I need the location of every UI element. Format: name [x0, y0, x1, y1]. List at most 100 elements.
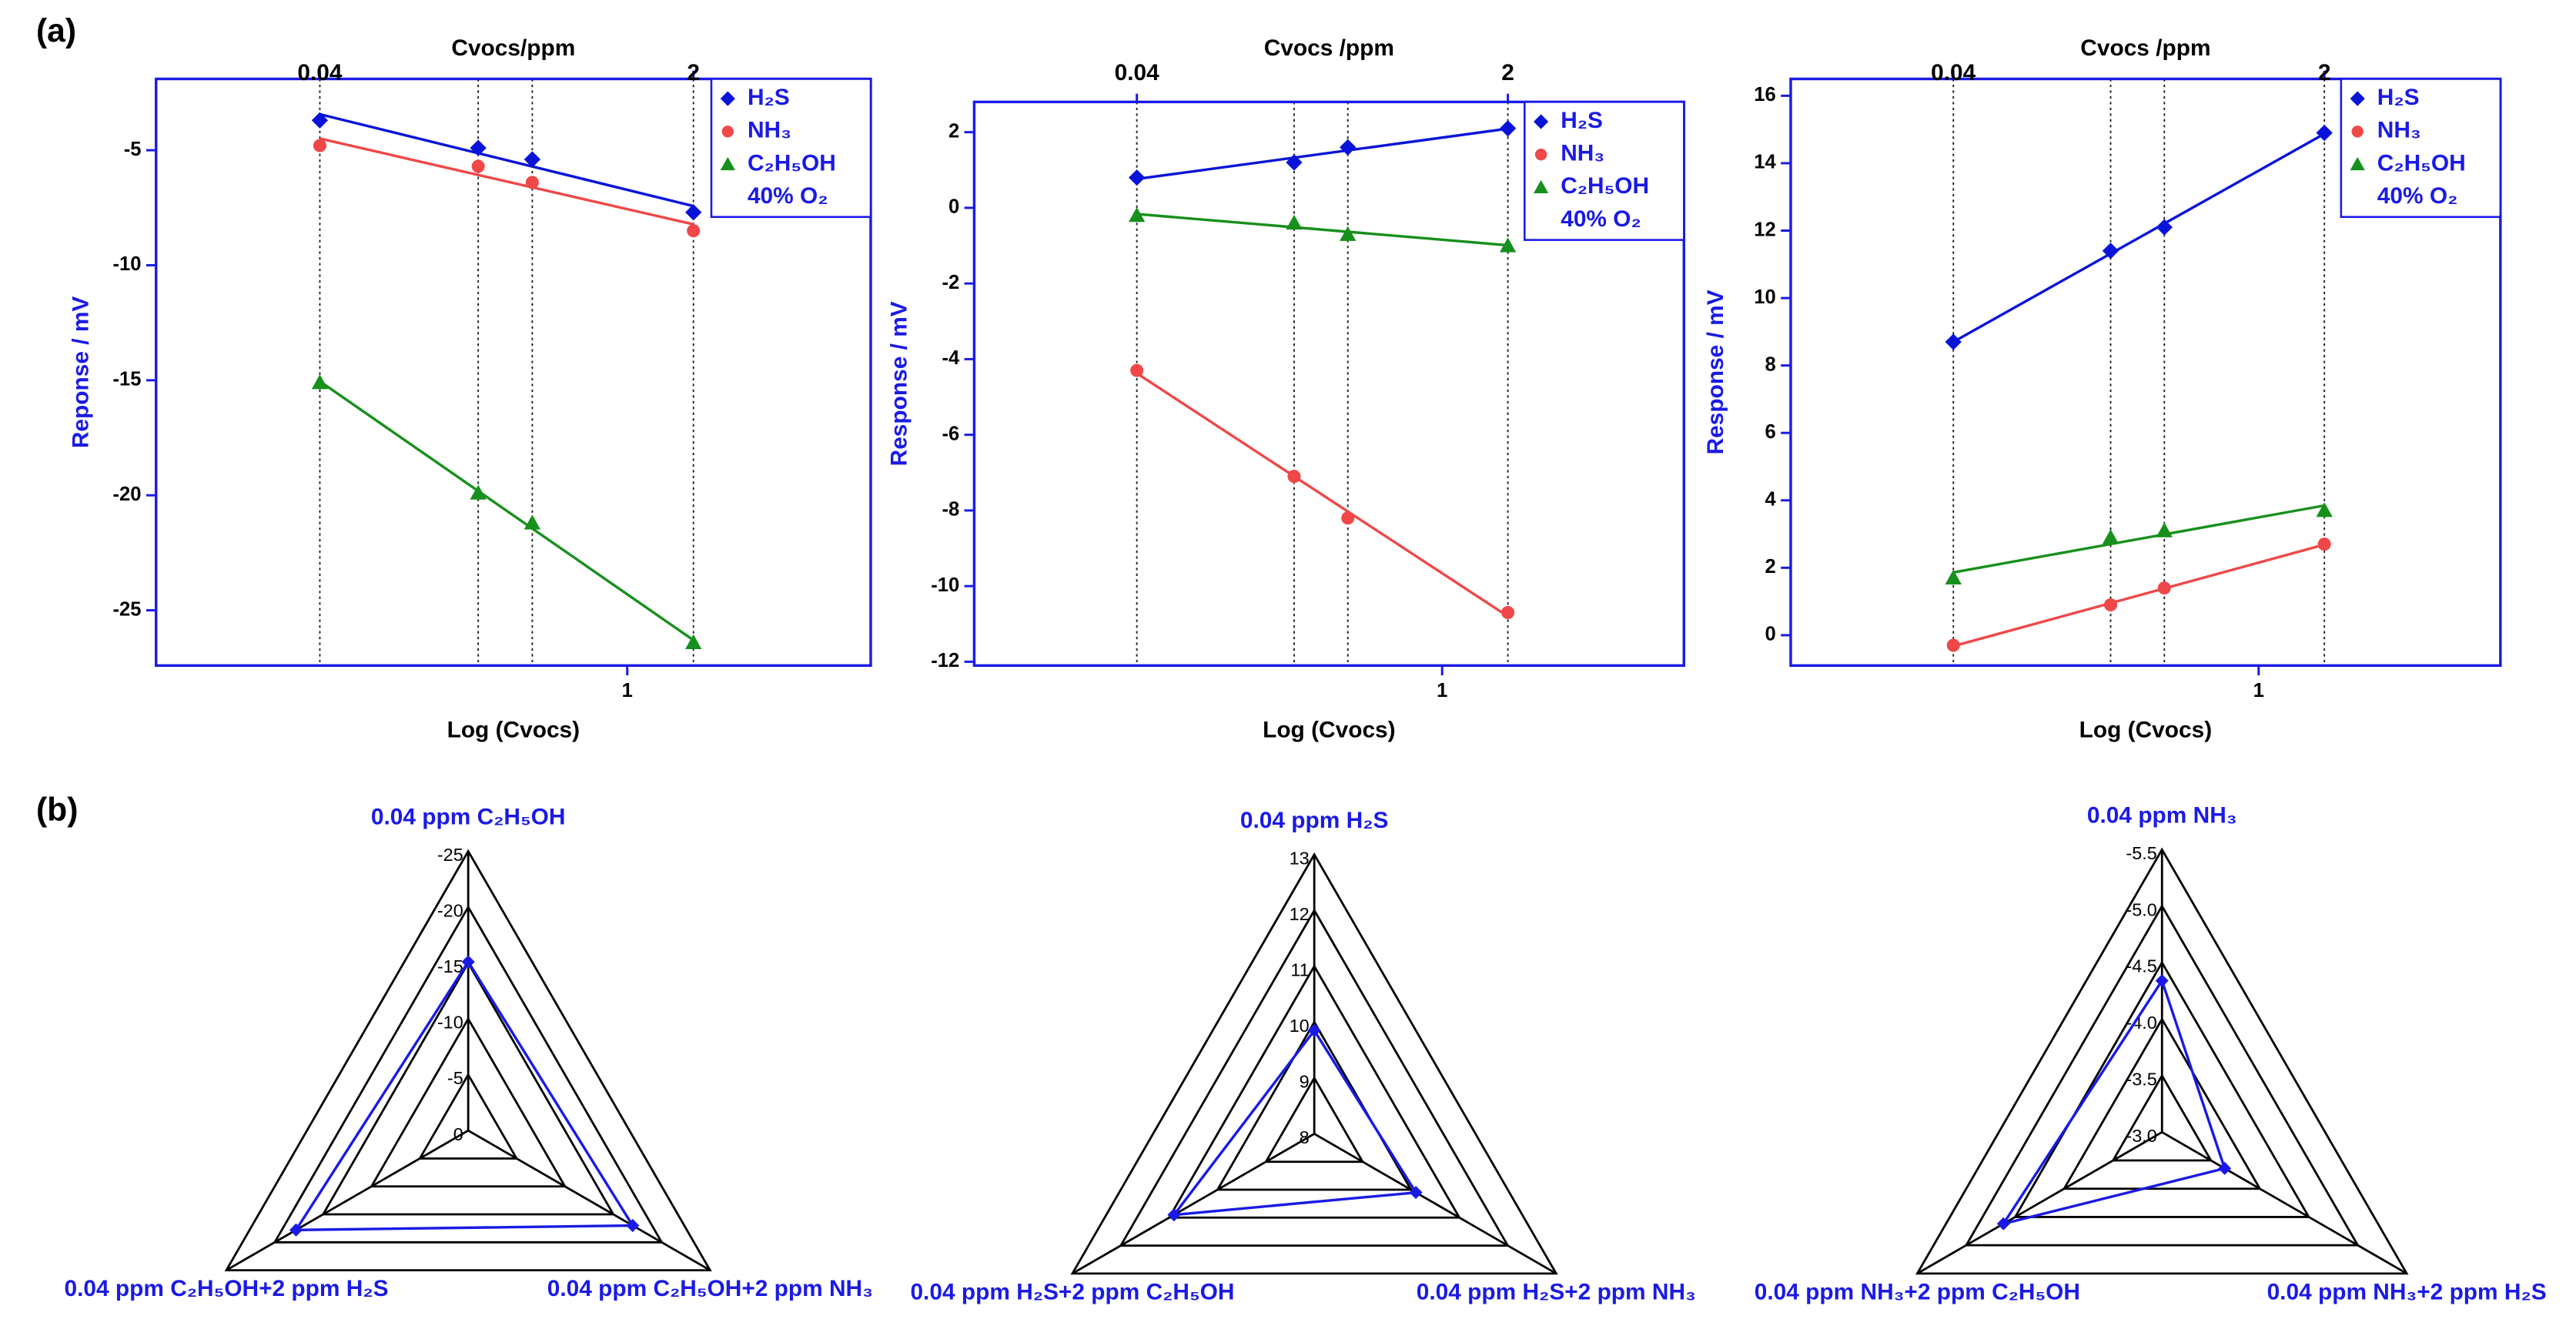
marker — [524, 514, 541, 530]
y-tick-label: 16 — [1754, 84, 1775, 105]
axis-label: 0.04 ppm C₂H₅OH+2 ppm NH₃ — [547, 1276, 873, 1301]
x-axis-label: Log (Cvocs) — [447, 718, 580, 743]
grid-ring — [224, 849, 712, 1271]
chart-title: Cvocs /ppm — [1264, 35, 1394, 61]
marker — [2350, 156, 2365, 171]
marker — [687, 224, 701, 238]
marker — [721, 126, 734, 138]
r-tick-label: 11 — [1290, 959, 1309, 979]
legend-label: C₂H₅OH — [748, 150, 836, 176]
marker — [1409, 1186, 1423, 1200]
marker — [1128, 169, 1146, 186]
legend-label: C₂H₅OH — [2377, 150, 2466, 176]
marker — [2157, 581, 2171, 595]
y-axis-label: Response / mV — [886, 301, 912, 466]
marker — [2102, 529, 2119, 544]
r-tick-label: 8 — [1300, 1127, 1310, 1147]
legend-note: 40% O₂ — [748, 183, 828, 209]
y-tick-label: -5 — [124, 139, 142, 160]
y-tick-label: 10 — [1754, 286, 1775, 308]
grid-ring — [1964, 903, 2360, 1247]
plot-frame — [972, 100, 1685, 668]
legend-box — [710, 78, 872, 219]
y-tick-label: 0 — [948, 196, 959, 218]
fit-line — [1136, 213, 1508, 247]
legend-label: H₂S — [2377, 85, 2420, 110]
marker — [1286, 214, 1303, 230]
y-tick-label: 2 — [1765, 556, 1776, 578]
y-axis-label: Response / mV — [1703, 290, 1728, 454]
panel-label: (a) — [36, 12, 76, 49]
marker — [471, 159, 485, 173]
r-tick-label: -3.0 — [2126, 1126, 2156, 1146]
plot-frame — [155, 77, 872, 668]
legend-label: C₂H₅OH — [1561, 173, 1649, 199]
marker — [461, 955, 475, 969]
grid-ring — [1070, 852, 1558, 1275]
grid-ring — [1167, 964, 1462, 1219]
y-tick-label: 8 — [1765, 353, 1776, 375]
chart-title: Cvocs/ppm — [451, 35, 575, 61]
grid-ring — [1263, 1076, 1365, 1164]
y-tick-label: -12 — [931, 650, 959, 671]
marker — [2316, 124, 2333, 142]
r-tick-label: -5.0 — [2126, 899, 2156, 919]
marker — [2350, 91, 2365, 106]
x-tick-label: 1 — [2253, 680, 2264, 701]
marker — [1996, 1217, 2010, 1231]
axis-label: 0.04 ppm NH₃+2 ppm C₂H₅OH — [1755, 1279, 2080, 1304]
marker — [311, 374, 329, 390]
x-axis-label: Log (Cvocs) — [1263, 718, 1396, 743]
marker — [1534, 148, 1547, 161]
fit-line — [1952, 504, 2325, 574]
axis-label: 0.04 ppm C₂H₅OH — [371, 805, 566, 830]
axis-label: 0.04 ppm H₂S+2 ppm NH₃ — [1417, 1279, 1696, 1304]
y-tick-label: -25 — [113, 598, 142, 620]
fit-line — [319, 380, 694, 641]
y-tick-label: -10 — [113, 253, 142, 275]
fit-line — [1952, 543, 2325, 648]
spoke — [1916, 1131, 2163, 1275]
legend-note: 40% O₂ — [2377, 183, 2458, 209]
marker — [1130, 363, 1144, 377]
marker — [1340, 226, 1357, 241]
grid-ring — [370, 1016, 567, 1188]
marker — [1286, 154, 1303, 171]
r-tick-label: -4.5 — [2126, 956, 2156, 976]
plot-frame — [1789, 77, 2502, 668]
r-tick-label: 10 — [1290, 1016, 1310, 1036]
r-tick-label: -5.5 — [2126, 843, 2156, 863]
spoke — [226, 1129, 469, 1271]
x-tick-label: 1 — [622, 680, 633, 701]
marker — [289, 1223, 303, 1237]
y-tick-label: -2 — [942, 272, 959, 293]
marker — [1501, 605, 1515, 620]
spoke — [1313, 1133, 1557, 1275]
grid-ring — [2013, 960, 2311, 1218]
marker — [2317, 537, 2331, 551]
marker — [1341, 511, 1355, 525]
marker — [2103, 598, 2118, 612]
spoke — [467, 1129, 711, 1271]
y-tick-label: 12 — [1754, 219, 1775, 240]
y-tick-label: 2 — [948, 120, 959, 142]
y-tick-label: -4 — [942, 347, 960, 369]
grid-ring — [1119, 908, 1510, 1247]
x2-tick-label: 2 — [687, 60, 700, 85]
panel-label: (b) — [36, 791, 78, 828]
axis-label: 0.04 ppm H₂S — [1240, 808, 1388, 833]
marker — [720, 91, 735, 106]
marker — [685, 204, 702, 221]
x2-tick-label: 0.04 — [297, 60, 343, 85]
marker — [2218, 1161, 2232, 1175]
marker — [524, 151, 541, 168]
fit-line — [319, 112, 694, 208]
marker — [685, 634, 702, 649]
r-tick-label: -20 — [437, 901, 463, 921]
marker — [1946, 638, 1960, 652]
marker — [1340, 139, 1357, 156]
axis-label: 0.04 ppm NH₃+2 ppm H₂S — [2267, 1279, 2547, 1304]
marker — [2155, 974, 2169, 988]
x2-tick-label: 0.04 — [1115, 60, 1160, 85]
